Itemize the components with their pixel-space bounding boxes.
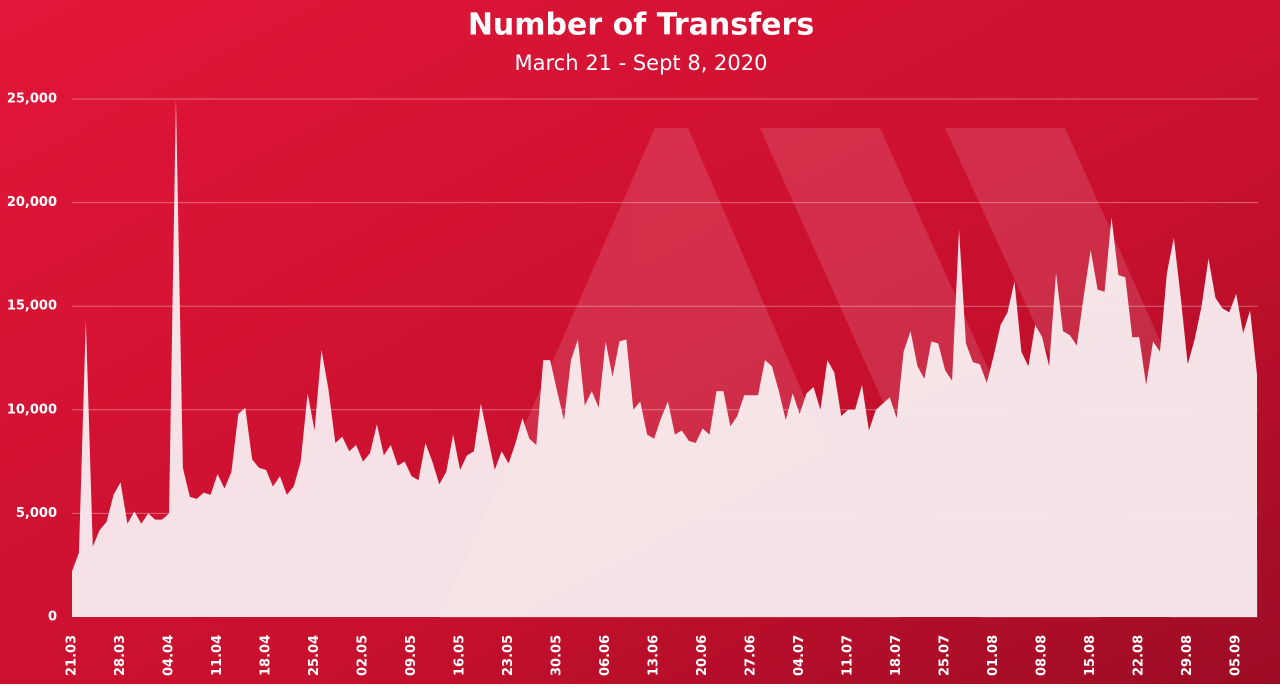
- x-tick-label: 22.08: [1132, 635, 1147, 676]
- chart-subtitle: March 21 - Sept 8, 2020: [515, 51, 768, 75]
- y-tick-label: 10,000: [7, 402, 57, 417]
- y-tick-label: 25,000: [7, 92, 57, 107]
- x-tick-label: 11.07: [841, 635, 856, 676]
- x-tick-label: 05.09: [1229, 635, 1244, 676]
- plot-area: 0 5,000 10,000 15,000 20,000 25,000 21.03 28.03…: [7, 92, 1258, 676]
- x-tick-label: 18.04: [259, 635, 274, 676]
- x-tick-label: 01.08: [986, 635, 1001, 676]
- x-tick-label: 23.05: [501, 635, 516, 676]
- x-tick-label: 06.06: [598, 635, 613, 676]
- x-tick-label: 02.05: [356, 635, 371, 676]
- x-tick-label: 21.03: [65, 635, 80, 676]
- x-tick-label: 27.06: [744, 635, 759, 676]
- x-tick-label: 29.08: [1180, 635, 1195, 676]
- x-tick-label: 11.04: [210, 635, 225, 676]
- x-tick-label: 08.08: [1035, 635, 1050, 676]
- x-tick-label: 30.05: [550, 635, 565, 676]
- x-tick-label: 09.05: [404, 635, 419, 676]
- chart-title: Number of Transfers: [468, 8, 814, 43]
- x-tick-label: 18.07: [889, 635, 904, 676]
- x-tick-label: 25.07: [938, 635, 953, 676]
- y-tick-label: 5,000: [16, 506, 57, 521]
- y-tick-label: 0: [48, 610, 57, 625]
- x-tick-label: 16.05: [453, 635, 468, 676]
- x-tick-label: 04.04: [162, 635, 177, 676]
- x-tick-label: 20.06: [695, 635, 710, 676]
- y-tick-label: 20,000: [7, 195, 57, 210]
- x-tick-label: 25.04: [307, 635, 322, 676]
- x-tick-label: 13.06: [647, 635, 662, 676]
- y-tick-label: 15,000: [7, 299, 57, 314]
- x-tick-label: 04.07: [792, 635, 807, 676]
- x-tick-label: 15.08: [1083, 635, 1098, 676]
- x-tick-label: 28.03: [113, 635, 128, 676]
- area: [72, 99, 1257, 617]
